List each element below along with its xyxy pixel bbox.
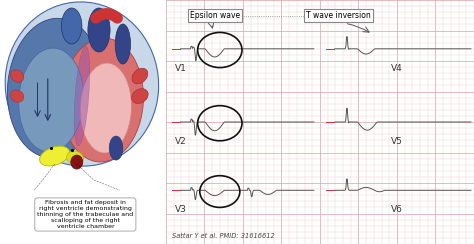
Ellipse shape xyxy=(5,2,159,166)
Ellipse shape xyxy=(115,24,130,64)
Text: V1: V1 xyxy=(175,64,187,73)
Ellipse shape xyxy=(67,151,83,165)
Ellipse shape xyxy=(8,18,102,158)
Ellipse shape xyxy=(109,136,123,160)
Ellipse shape xyxy=(61,38,144,162)
Ellipse shape xyxy=(18,48,84,152)
Text: V4: V4 xyxy=(391,64,402,73)
Ellipse shape xyxy=(88,8,110,52)
Text: V3: V3 xyxy=(175,205,187,214)
Ellipse shape xyxy=(74,46,90,146)
FancyArrowPatch shape xyxy=(96,14,118,18)
Text: V6: V6 xyxy=(391,205,403,214)
Text: V5: V5 xyxy=(391,137,403,146)
Text: Epsilon wave: Epsilon wave xyxy=(190,11,240,20)
Ellipse shape xyxy=(10,90,24,102)
Ellipse shape xyxy=(71,155,83,169)
Ellipse shape xyxy=(10,70,24,82)
Ellipse shape xyxy=(132,89,148,103)
Ellipse shape xyxy=(132,68,148,84)
Ellipse shape xyxy=(80,63,131,153)
Text: V2: V2 xyxy=(175,137,187,146)
Text: T wave inversion: T wave inversion xyxy=(306,11,371,20)
Ellipse shape xyxy=(62,8,82,44)
Ellipse shape xyxy=(40,146,70,166)
Text: Fibrosis and fat deposit in
right ventricle demonstrating
thinning of the trabec: Fibrosis and fat deposit in right ventri… xyxy=(37,200,133,229)
Text: Sattar Y et al. PMID: 31616612: Sattar Y et al. PMID: 31616612 xyxy=(172,233,275,239)
